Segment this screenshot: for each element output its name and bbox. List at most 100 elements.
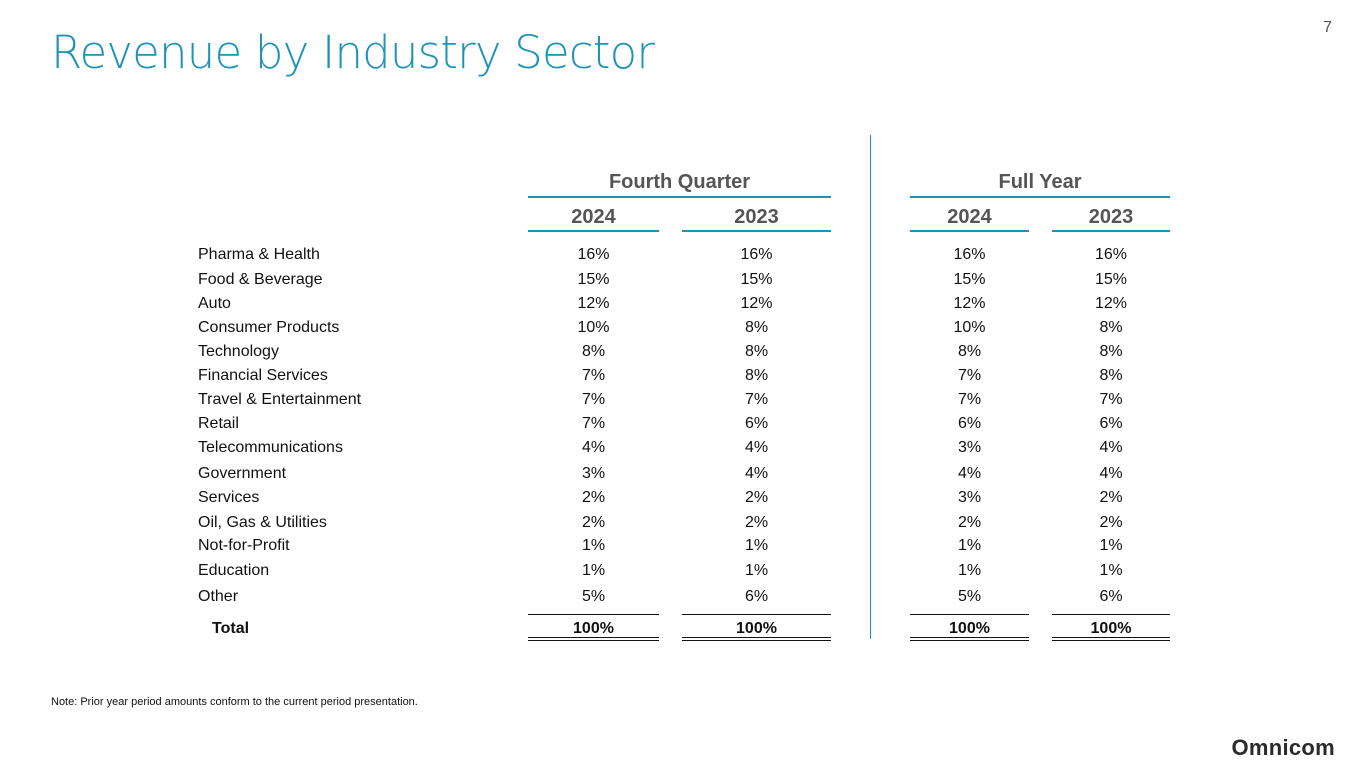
cell-value: 1% (581, 562, 606, 579)
row-label: Financial Services (198, 367, 328, 384)
cell-value: 10% (953, 319, 986, 336)
table-row: Financial Services 7% 8% 7% 8% (0, 364, 1365, 388)
cell-value: 1% (957, 562, 982, 579)
row-label: Oil, Gas & Utilities (198, 514, 327, 531)
cell-value: 7% (957, 391, 982, 408)
table-row: Retail 7% 6% 6% 6% (0, 412, 1365, 436)
row-label: Retail (198, 415, 239, 432)
cell-value: 6% (744, 415, 769, 432)
cell-value: 4% (744, 465, 769, 482)
cell-value: 12% (740, 295, 773, 312)
row-label: Pharma & Health (198, 246, 320, 263)
row-label: Government (198, 465, 287, 482)
cell-value: 5% (957, 588, 982, 605)
table-row: Telecommunications 4% 4% 3% 4% (0, 436, 1365, 460)
table-row: Not-for-Profit 1% 1% 1% 1% (0, 534, 1365, 558)
cell-value: 2% (744, 514, 769, 531)
total-rule-top (682, 614, 831, 615)
cell-value: 3% (957, 439, 982, 456)
cell-value: 15% (1094, 271, 1128, 288)
table-row: Services 2% 2% 3% 2% (0, 486, 1365, 510)
total-rule-top (1052, 614, 1170, 615)
cell-value: 8% (744, 319, 769, 336)
row-label: Consumer Products (198, 319, 340, 336)
cell-value: 3% (581, 465, 606, 482)
cell-value: 12% (577, 295, 610, 312)
cell-value: 8% (957, 343, 982, 360)
cell-value: 2% (1099, 489, 1123, 506)
year-header-q4-2023: 2023 (682, 205, 831, 232)
cell-value: 3% (957, 489, 982, 506)
table-row: Other 5% 6% 5% 6% (0, 585, 1365, 609)
cell-value: 8% (1099, 319, 1123, 336)
page-title: Revenue by Industry Sector (51, 26, 655, 79)
cell-value: 7% (957, 367, 982, 384)
cell-value: 8% (744, 343, 769, 360)
table-row: Technology 8% 8% 8% 8% (0, 340, 1365, 364)
row-label: Auto (198, 295, 231, 312)
cell-value: 2% (581, 489, 606, 506)
total-row: Total 100% 100% 100% 100% (0, 617, 1365, 641)
year-header-fy-2024: 2024 (910, 205, 1029, 232)
row-label: Technology (198, 343, 279, 360)
page-number: 7 (1323, 19, 1332, 36)
total-double-rule (1052, 637, 1170, 641)
table-row: Pharma & Health 16% 16% 16% 16% (0, 243, 1365, 267)
cell-value: 6% (744, 588, 769, 605)
total-rule-top (910, 614, 1029, 615)
cell-value: 16% (740, 246, 773, 263)
cell-value: 6% (1099, 588, 1123, 605)
table-row: Auto 12% 12% 12% 12% (0, 292, 1365, 316)
cell-value: 1% (744, 537, 769, 554)
cell-value: 15% (740, 271, 773, 288)
cell-value: 2% (744, 489, 769, 506)
cell-value: 6% (1099, 415, 1123, 432)
group-header-full-year: Full Year (910, 170, 1170, 198)
total-value: 100% (573, 620, 614, 637)
total-label: Total (212, 620, 250, 637)
table-row: Consumer Products 10% 8% 10% 8% (0, 316, 1365, 340)
cell-value: 16% (1094, 246, 1128, 263)
cell-value: 7% (581, 391, 606, 408)
cell-value: 12% (953, 295, 986, 312)
cell-value: 6% (957, 415, 982, 432)
total-value: 100% (1090, 620, 1132, 637)
table-row: Travel & Entertainment 7% 7% 7% 7% (0, 388, 1365, 412)
row-label: Telecommunications (198, 439, 343, 456)
row-label: Travel & Entertainment (198, 391, 362, 408)
row-label: Not-for-Profit (198, 537, 290, 554)
cell-value: 4% (1099, 465, 1123, 482)
table-row: Government 3% 4% 4% 4% (0, 462, 1365, 486)
cell-value: 2% (1099, 514, 1123, 531)
cell-value: 1% (744, 562, 769, 579)
total-double-rule (528, 637, 659, 641)
cell-value: 15% (953, 271, 986, 288)
cell-value: 4% (1099, 439, 1123, 456)
cell-value: 5% (581, 588, 606, 605)
row-label: Services (198, 489, 260, 506)
cell-value: 4% (744, 439, 769, 456)
cell-value: 8% (1099, 343, 1123, 360)
total-double-rule (910, 637, 1029, 641)
row-label: Other (198, 588, 239, 605)
cell-value: 1% (581, 537, 606, 554)
cell-value: 7% (1099, 391, 1123, 408)
cell-value: 7% (581, 367, 606, 384)
cell-value: 7% (581, 415, 606, 432)
total-value: 100% (949, 620, 990, 637)
column-group-divider (870, 135, 871, 639)
cell-value: 1% (1099, 562, 1123, 579)
cell-value: 4% (957, 465, 982, 482)
cell-value: 12% (1094, 295, 1128, 312)
footnote: Note: Prior year period amounts conform … (51, 696, 418, 708)
cell-value: 8% (1099, 367, 1123, 384)
cell-value: 2% (581, 514, 606, 531)
year-header-fy-2023: 2023 (1052, 205, 1170, 232)
cell-value: 7% (744, 391, 769, 408)
cell-value: 8% (744, 367, 769, 384)
cell-value: 4% (581, 439, 606, 456)
row-label: Education (198, 562, 270, 579)
cell-value: 2% (957, 514, 982, 531)
cell-value: 16% (577, 246, 610, 263)
cell-value: 1% (1099, 537, 1123, 554)
